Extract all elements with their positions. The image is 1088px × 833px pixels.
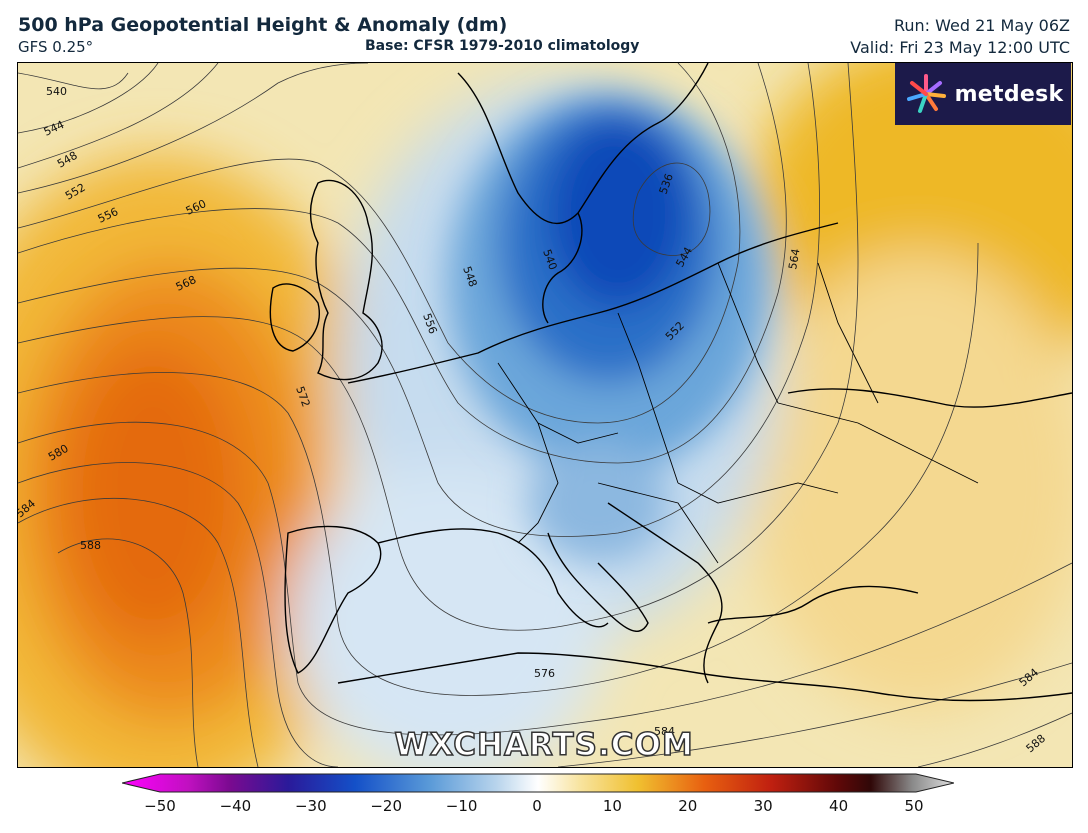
positive-anomaly-west-core xyxy=(63,343,243,643)
france-italy-coast xyxy=(377,528,609,628)
contour-588-south xyxy=(917,712,1072,767)
colorbar-tick-label: −50 xyxy=(144,797,176,815)
anomaly-map: 540 544 548 552 556 560 568 572 580 584 … xyxy=(17,62,1073,768)
metdesk-logo: metdesk xyxy=(895,63,1071,125)
colorbar-tick-label: 0 xyxy=(532,797,542,815)
iberia-outline xyxy=(284,525,382,674)
border-7 xyxy=(817,262,879,404)
negative-anomaly-core xyxy=(548,118,688,308)
border-4 xyxy=(677,482,839,504)
denmark-outline xyxy=(542,212,583,324)
colorbar-tick-label: 20 xyxy=(678,797,698,815)
border-8 xyxy=(597,482,719,564)
contour-536 xyxy=(632,162,711,256)
metdesk-pinwheel-icon xyxy=(906,74,946,113)
contour-540 xyxy=(18,72,129,90)
height-contours xyxy=(18,63,1072,767)
model-label: GFS 0.25° xyxy=(18,38,94,56)
border-6 xyxy=(777,402,979,484)
contour-label: 576 xyxy=(534,667,555,680)
aegean-coast xyxy=(707,585,919,624)
contour-576 xyxy=(18,421,1072,736)
contour-584-south xyxy=(557,662,1072,767)
black-sea-north xyxy=(787,388,1072,408)
colorbar-tick-label: −40 xyxy=(219,797,252,815)
run-time-label: Run: Wed 21 May 06Z xyxy=(893,16,1070,35)
contour-552 xyxy=(18,63,369,194)
contour-label: 564 xyxy=(786,248,802,271)
map-svg: 540 544 548 552 556 560 568 572 580 584 … xyxy=(18,63,1072,767)
contour-588 xyxy=(57,538,199,767)
north-europe-coast xyxy=(347,222,839,384)
contour-label: 584 xyxy=(654,725,675,738)
positive-anomaly-east xyxy=(748,253,1072,713)
coastlines xyxy=(269,63,1072,702)
border-5 xyxy=(717,262,779,404)
contour-564 xyxy=(18,63,820,537)
colorbar-tick-label: −30 xyxy=(294,797,327,815)
contour-560 xyxy=(18,63,787,464)
border-1 xyxy=(497,362,619,444)
colorbar-gradient xyxy=(122,773,954,793)
contour-556 xyxy=(18,63,741,424)
colorbar-tick-label: 50 xyxy=(904,797,924,815)
ireland-outline xyxy=(269,283,320,352)
contour-548 xyxy=(18,63,219,169)
border-2 xyxy=(617,312,679,484)
italy-outline xyxy=(547,532,649,632)
colorbar-tick-label: −10 xyxy=(445,797,478,815)
north-africa-coast xyxy=(337,652,1072,702)
contour-580 xyxy=(18,462,339,767)
borders xyxy=(497,262,979,564)
climatology-base-label: Base: CFSR 1979-2010 climatology xyxy=(365,38,640,54)
contour-568 xyxy=(18,63,859,631)
contour-572 xyxy=(18,242,979,696)
colorbar-tick-label: 10 xyxy=(602,797,622,815)
border-3 xyxy=(517,422,559,544)
valid-time-label: Valid: Fri 23 May 12:00 UTC xyxy=(850,38,1070,57)
colorbar-tick-label: −20 xyxy=(370,797,403,815)
colorbar-ticks: −50 −40 −30 −20 −10 0 10 20 30 40 50 xyxy=(0,797,1088,821)
contour-label: 588 xyxy=(80,539,101,552)
negative-anomaly-adriatic xyxy=(528,443,668,563)
balkans-coast xyxy=(607,502,723,684)
logo-text: metdesk xyxy=(954,81,1064,107)
contour-label: 540 xyxy=(46,85,67,98)
colorbar xyxy=(122,773,954,793)
great-britain-outline xyxy=(309,179,383,381)
colorbar-tick-label: 30 xyxy=(753,797,773,815)
colorbar-tick-label: 40 xyxy=(829,797,849,815)
contour-584 xyxy=(18,497,259,767)
chart-title: 500 hPa Geopotential Height & Anomaly (d… xyxy=(18,14,508,36)
watermark: WXCHARTS.COM xyxy=(394,726,694,764)
contour-544 xyxy=(18,63,159,134)
negative-anomaly-south xyxy=(288,463,608,767)
